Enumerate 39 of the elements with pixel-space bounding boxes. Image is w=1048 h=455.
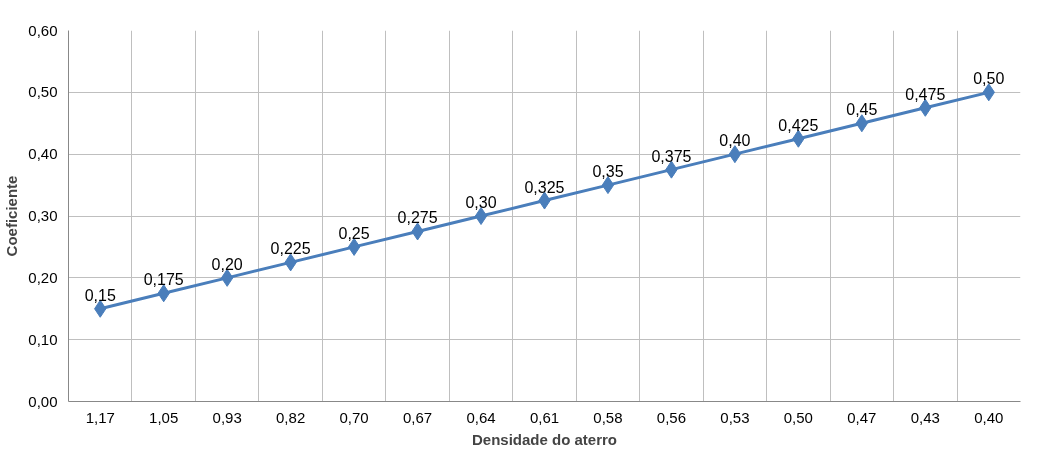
- data-label: 0,30: [465, 194, 497, 211]
- data-label: 0,375: [651, 147, 692, 165]
- x-tick-label: 0,70: [339, 408, 369, 426]
- data-label: 0,475: [905, 85, 946, 103]
- y-tick-label: 0,30: [28, 207, 58, 224]
- y-tick-label: 0,60: [28, 21, 58, 39]
- y-tick-label: 0,10: [28, 330, 58, 348]
- data-label: 0,425: [778, 116, 819, 134]
- data-label: 0,45: [846, 101, 878, 119]
- data-label: 0,20: [211, 255, 243, 273]
- y-tick-label: 0,50: [28, 83, 58, 101]
- x-tick-label: 0,61: [529, 408, 560, 426]
- x-tick-label: 0,43: [910, 408, 940, 426]
- data-label: 0,35: [592, 163, 624, 181]
- x-tick-label: 0,58: [593, 408, 623, 426]
- x-tick-label: 0,53: [720, 408, 750, 426]
- x-tick-label: 0,47: [847, 408, 877, 426]
- x-tick-label: 0,93: [212, 408, 242, 426]
- data-label: 0,15: [84, 286, 116, 304]
- data-label: 0,225: [270, 240, 311, 258]
- x-tick-label: 0,50: [783, 408, 813, 426]
- x-tick-label: 0,82: [276, 408, 306, 426]
- y-tick-label: 0,00: [28, 392, 58, 410]
- data-label: 0,40: [719, 132, 751, 150]
- y-axis-title: Coeficiente: [3, 175, 21, 257]
- x-tick-label: 0,40: [974, 408, 1004, 426]
- x-tick-label: 1,17: [85, 408, 115, 426]
- data-label: 0,325: [524, 178, 565, 196]
- data-label: 0,50: [973, 70, 1005, 88]
- x-tick-label: 0,56: [656, 408, 687, 426]
- y-tick-label: 0,40: [28, 145, 58, 163]
- data-label: 0,25: [338, 224, 370, 242]
- x-tick-label: 0,64: [466, 408, 496, 426]
- y-tick-label: 0,20: [28, 268, 58, 286]
- data-label: 0,175: [143, 271, 184, 289]
- x-tick-label: 1,05: [149, 408, 179, 426]
- x-tick-label: 0,67: [402, 408, 433, 426]
- data-label: 0,275: [397, 209, 438, 227]
- x-axis-title: Densidade do aterro: [471, 430, 618, 448]
